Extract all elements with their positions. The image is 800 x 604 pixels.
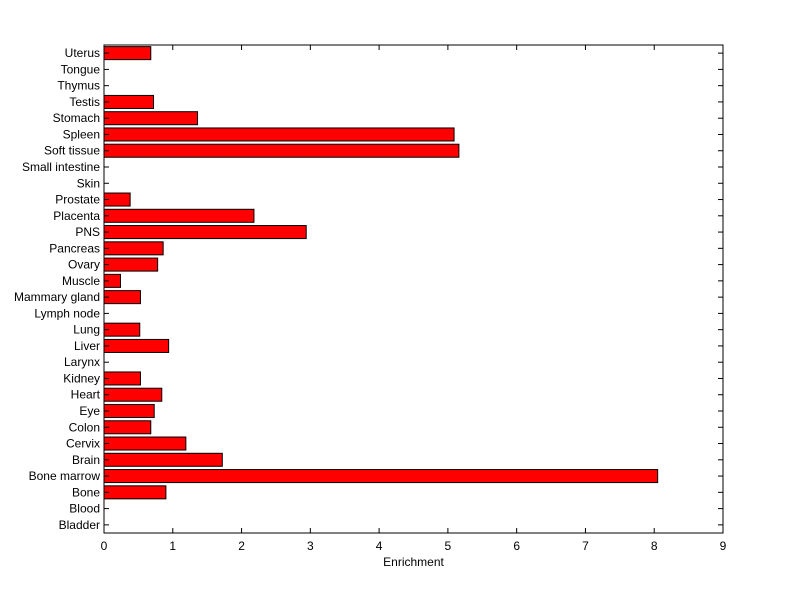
y-tick-label: Pancreas (49, 241, 100, 255)
plot-frame (103, 44, 724, 534)
y-tick-label: Liver (74, 339, 100, 353)
bar-mammary-gland (103, 290, 141, 305)
bar-stomach (103, 111, 199, 126)
x-tick-label: 2 (238, 539, 245, 553)
bar-heart (103, 387, 163, 402)
x-tick-label: 9 (720, 539, 727, 553)
y-tick-label: Kidney (63, 371, 100, 385)
y-tick-label: Mammary gland (14, 290, 100, 304)
y-tick-label: Tongue (61, 62, 101, 76)
y-tick-label: Cervix (66, 437, 100, 451)
bars-layer (103, 46, 659, 500)
y-tick-label: Eye (79, 404, 100, 418)
x-tick-label: 1 (169, 539, 176, 553)
y-tick-label: Skin (77, 176, 100, 190)
y-tick-label: Placenta (53, 209, 100, 223)
y-tick-label: Colon (69, 420, 100, 434)
x-tick-label: 8 (651, 539, 658, 553)
bar-eye (103, 403, 155, 419)
bar-kidney (103, 371, 141, 386)
y-tick-label: Lymph node (34, 306, 100, 320)
bar-colon (103, 420, 152, 435)
y-tick-label: Ovary (68, 258, 100, 272)
bar-cervix (103, 436, 187, 451)
y-tick-label: Stomach (53, 111, 100, 125)
y-tick-label: Blood (69, 502, 100, 516)
x-tick-label: 5 (445, 539, 452, 553)
x-tick-label: 4 (376, 539, 383, 553)
bar-ovary (103, 257, 159, 272)
y-tick-label: Lung (73, 323, 100, 337)
y-tick-label: Soft tissue (44, 144, 100, 158)
y-tick-label: Brain (72, 453, 100, 467)
x-axis-label: Enrichment (383, 555, 444, 569)
bar-pns (103, 225, 307, 240)
x-tick-label: 3 (307, 539, 314, 553)
y-tick-label: Bone (72, 485, 100, 499)
bar-testis (103, 94, 155, 109)
y-tick-label: Prostate (55, 193, 100, 207)
y-tick-label: Bladder (59, 518, 100, 532)
bar-bone (103, 485, 167, 500)
bar-spleen (103, 127, 455, 142)
bar-placenta (103, 208, 255, 223)
bar-liver (103, 338, 170, 353)
labels-layer: Bladder Blood Bone Bone marrow Brain Cervix Co… (14, 46, 727, 553)
y-tick-label: Muscle (62, 274, 100, 288)
bar-lung (103, 322, 141, 337)
y-tick-label: PNS (75, 225, 100, 239)
bar-pancreas (103, 241, 164, 256)
bar-soft-tissue (103, 143, 460, 158)
y-tick-label: Testis (69, 95, 100, 109)
x-tick-label: 0 (101, 539, 108, 553)
y-tick-label: Thymus (57, 79, 100, 93)
y-tick-label: Small intestine (22, 160, 100, 174)
x-tick-label: 7 (582, 539, 589, 553)
x-tick-label: 6 (513, 539, 520, 553)
y-tick-label: Bone marrow (29, 469, 101, 483)
bar-bone-marrow (103, 469, 659, 484)
y-tick-label: Spleen (63, 127, 100, 141)
bar-brain (103, 452, 223, 467)
ticks-layer (103, 45, 724, 533)
y-tick-label: Heart (71, 388, 101, 402)
y-tick-label: Larynx (64, 355, 100, 369)
bar-uterus (103, 46, 152, 61)
y-tick-label: Uterus (65, 46, 100, 60)
